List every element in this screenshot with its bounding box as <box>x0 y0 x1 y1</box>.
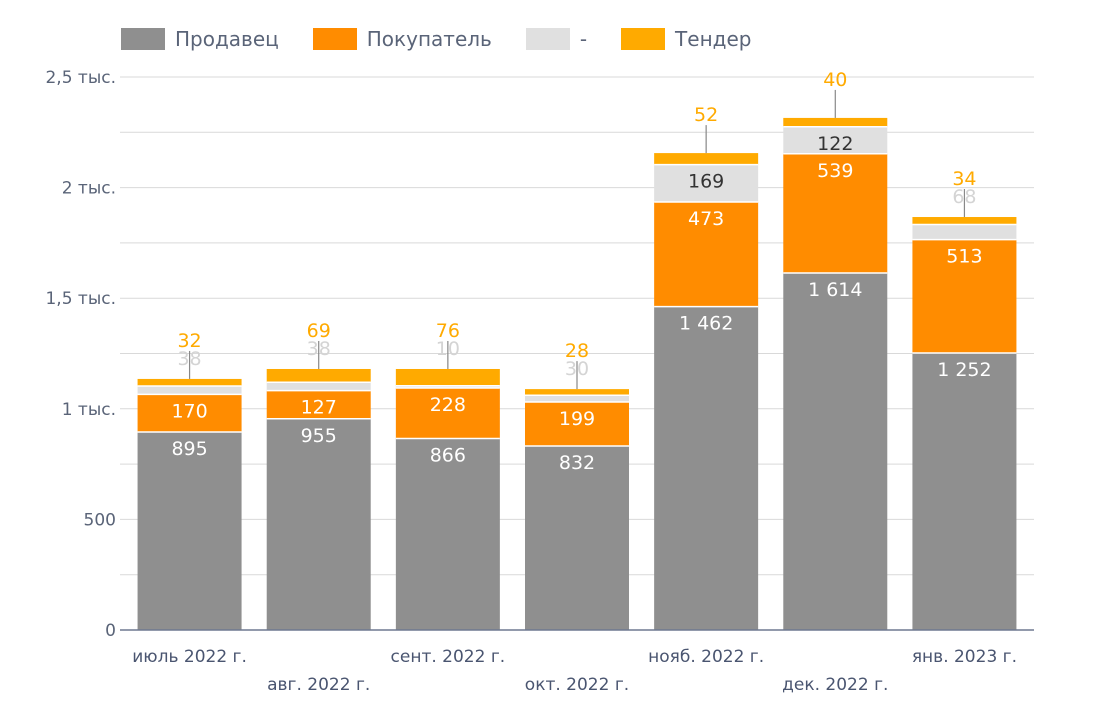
x-tick-label: июль 2022 г. <box>132 647 247 667</box>
bar-segment[interactable] <box>266 368 371 383</box>
bar-segment[interactable] <box>137 378 242 387</box>
data-label: 895 <box>171 438 207 460</box>
data-label: 34 <box>952 168 976 190</box>
y-tick-label: 500 <box>84 510 116 530</box>
data-label: 40 <box>823 69 847 91</box>
bar-segment[interactable] <box>783 117 888 127</box>
data-label: 539 <box>817 160 853 182</box>
data-label: 170 <box>171 400 207 422</box>
y-tick-label: 1 тыс. <box>62 400 116 420</box>
x-tick-label: авг. 2022 г. <box>267 675 370 695</box>
y-tick-label: 0 <box>105 621 116 641</box>
bar-segment[interactable] <box>266 418 371 630</box>
legend-item-seller[interactable]: Продавец <box>121 27 279 51</box>
bar-segment[interactable] <box>137 386 242 395</box>
x-tick-label: окт. 2022 г. <box>525 675 629 695</box>
legend-item-buyer[interactable]: Покупатель <box>312 27 492 51</box>
bar-segment[interactable] <box>137 432 242 630</box>
bar-segment[interactable] <box>783 126 888 154</box>
data-label: 28 <box>565 340 589 362</box>
bar-segment[interactable] <box>783 272 888 630</box>
data-label: 1 252 <box>937 359 991 381</box>
bar-segment[interactable] <box>654 153 759 165</box>
data-label: 32 <box>177 330 201 352</box>
legend-label-tender: Тендер <box>675 27 752 51</box>
bar-segment[interactable] <box>525 389 629 396</box>
data-label: 68 <box>952 186 976 208</box>
data-label: 169 <box>688 171 724 193</box>
legend-label-seller: Продавец <box>175 27 279 51</box>
bar-segment[interactable] <box>912 239 1017 354</box>
bar-segment[interactable] <box>654 306 759 630</box>
legend-swatch-dash <box>525 28 570 50</box>
legend-swatch-seller <box>121 28 165 50</box>
x-tick-label: нояб. 2022 г. <box>648 647 764 667</box>
legend-swatch-tender <box>621 28 666 50</box>
bar-segment[interactable] <box>912 224 1017 240</box>
bar-segment[interactable] <box>525 395 629 402</box>
legend-label-buyer: Покупатель <box>366 27 492 51</box>
data-label: 513 <box>946 246 982 268</box>
bar-segment[interactable] <box>783 153 888 273</box>
data-label: 832 <box>559 452 595 474</box>
legend-item-dash[interactable]: - <box>525 27 588 51</box>
data-label: 30 <box>565 358 589 380</box>
data-label: 473 <box>688 208 724 230</box>
y-tick-label: 2 тыс. <box>62 179 116 199</box>
data-label: 228 <box>430 394 466 416</box>
bar-segment[interactable] <box>395 368 500 386</box>
bar-segment[interactable] <box>525 445 629 630</box>
bar-segment[interactable] <box>912 353 1017 630</box>
x-tick-label: сент. 2022 г. <box>391 647 506 667</box>
x-axis: июль 2022 г. авг. 2022 г. сент. 2022 г. окт… <box>120 629 1034 695</box>
bar-segment[interactable] <box>912 217 1017 225</box>
bar-segment[interactable] <box>395 385 500 389</box>
data-label: 69 <box>307 320 331 342</box>
legend-label-dash: - <box>579 27 588 51</box>
y-tick-label: 2,5 тыс. <box>45 68 116 88</box>
bar-segment[interactable] <box>266 390 371 419</box>
y-axis: 0 500 1 тыс. 1,5 тыс. 2 тыс. 2,5 тыс. <box>45 68 116 641</box>
data-label: 38 <box>307 338 331 360</box>
data-label: 127 <box>301 397 337 419</box>
data-label: 1 614 <box>808 279 862 301</box>
bar-segment[interactable] <box>137 394 242 433</box>
y-tick-label: 1,5 тыс. <box>45 289 116 309</box>
bars: 8951703832955127386986622810768321993028… <box>137 69 1017 630</box>
bar-segment[interactable] <box>654 164 759 202</box>
data-label: 866 <box>430 444 466 466</box>
legend-item-tender[interactable]: Тендер <box>621 27 751 51</box>
data-label: 52 <box>694 104 718 126</box>
data-label: 199 <box>559 408 595 430</box>
bar-segment[interactable] <box>266 382 371 391</box>
bar-segment[interactable] <box>395 388 500 439</box>
data-label: 122 <box>817 133 853 155</box>
data-label: 955 <box>301 425 337 447</box>
bar-segment[interactable] <box>654 201 759 307</box>
data-label: 1 462 <box>679 313 733 335</box>
data-label: 76 <box>436 320 460 342</box>
bar-segment[interactable] <box>525 401 629 446</box>
x-tick-label: дек. 2022 г. <box>782 675 888 695</box>
legend: Продавец Покупатель - Тендер <box>121 27 785 51</box>
x-tick-label: янв. 2023 г. <box>912 647 1017 667</box>
data-label: 10 <box>436 338 460 360</box>
bar-segment[interactable] <box>395 438 500 630</box>
legend-swatch-buyer <box>312 28 357 50</box>
data-label: 38 <box>177 348 201 370</box>
